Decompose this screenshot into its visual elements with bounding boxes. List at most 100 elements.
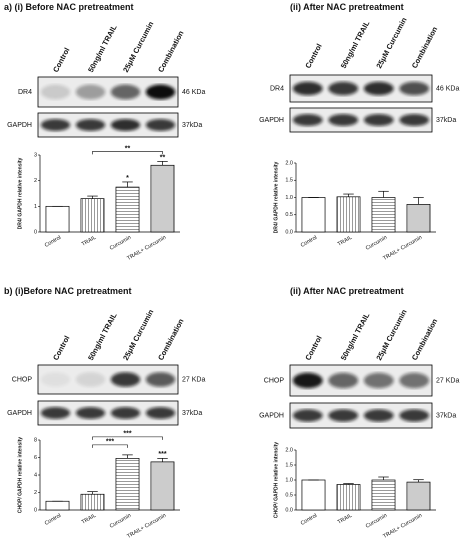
y-tick-label: 4 — [34, 472, 37, 478]
significance-bracket — [92, 436, 163, 440]
significance: ** — [160, 154, 166, 161]
blot-band — [110, 372, 141, 387]
significance-bracket — [92, 151, 163, 155]
blot-band — [328, 372, 359, 389]
significance: * — [126, 175, 129, 182]
blot-band — [399, 114, 430, 126]
y-axis-label: CHOP/ GAPDH relative intensity — [17, 437, 23, 513]
blot-label: CHOP — [264, 377, 285, 384]
x-tick-label: TRAIL — [81, 513, 98, 526]
lane-label: Control — [51, 334, 71, 362]
blot-band — [292, 81, 323, 96]
y-tick-label: 6 — [34, 455, 37, 461]
bar — [301, 197, 326, 233]
blot-band — [75, 84, 106, 100]
blot-band — [75, 372, 106, 387]
blot-band — [363, 81, 394, 96]
y-tick-label: 0.5 — [285, 492, 293, 498]
blot-band — [292, 372, 323, 389]
lane-label: 25μM Curcumin — [121, 308, 156, 362]
blot-band — [292, 409, 323, 422]
x-tick-label: Curcumin — [365, 513, 388, 530]
blot-band — [363, 372, 394, 389]
significance: *** — [158, 451, 166, 458]
bar — [80, 493, 105, 511]
panel-title: (ii) After NAC pretreatment — [290, 2, 404, 12]
bar — [406, 204, 431, 233]
y-tick-label: 0.0 — [285, 229, 293, 235]
blot-band — [110, 84, 141, 100]
y-tick-label: 3 — [34, 152, 37, 158]
lane-label: 50ng/ml TRAIL — [339, 19, 372, 70]
blot-label: CHOP — [12, 376, 33, 383]
blot-band — [40, 407, 71, 419]
x-tick-label: TRAIL+ Curcumin — [126, 235, 167, 262]
x-tick-label: TRAIL — [337, 235, 354, 248]
panel-title: b) (i)Before NAC pretreatment — [4, 286, 132, 296]
blot-band — [40, 372, 71, 387]
blot-label: GAPDH — [7, 410, 32, 417]
blot-band — [145, 407, 176, 419]
y-tick-label: 1.0 — [285, 195, 293, 201]
lane-label: 25μM Curcumin — [374, 16, 409, 70]
bar — [150, 461, 175, 511]
x-tick-label: Curcumin — [109, 235, 132, 252]
significance-bracket — [92, 444, 128, 448]
blot-band — [75, 119, 106, 131]
blot-band — [145, 372, 176, 387]
lane-label: Control — [303, 334, 323, 362]
x-tick-label: Control — [44, 235, 62, 249]
y-axis-label: DR4/ GAPDH relative intensity — [17, 157, 23, 229]
y-tick-label: 0.0 — [285, 507, 293, 513]
blot-label: DR4 — [270, 85, 284, 92]
x-tick-label: Control — [300, 513, 318, 527]
x-tick-label: TRAIL+ Curcumin — [126, 513, 167, 540]
blot-label: GAPDH — [7, 122, 32, 129]
x-tick-label: Curcumin — [109, 513, 132, 530]
blot-size: 37kDa — [436, 117, 456, 124]
x-tick-label: Control — [300, 235, 318, 249]
lane-label: 50ng/ml TRAIL — [86, 23, 119, 74]
bar — [45, 500, 70, 511]
blot-band — [363, 114, 394, 126]
x-tick-label: TRAIL — [81, 235, 98, 248]
lane-label: 50ng/ml TRAIL — [339, 311, 372, 362]
x-tick-label: Curcumin — [365, 235, 388, 252]
blot-band — [328, 81, 359, 96]
y-axis-label: DR4/ GAPDH relative intensity — [273, 161, 279, 233]
blot-band — [399, 81, 430, 96]
y-tick-label: 0 — [34, 507, 37, 513]
blot-band — [145, 119, 176, 131]
blot-band — [363, 409, 394, 422]
bar — [301, 479, 326, 511]
y-tick-label: 1.0 — [285, 477, 293, 483]
blot-band — [399, 372, 430, 389]
lane-label: Combination — [156, 317, 186, 362]
blot-label: GAPDH — [259, 117, 284, 124]
y-tick-label: 2 — [34, 490, 37, 496]
blot-size: 46 KDa — [182, 89, 205, 96]
lane-label: Control — [303, 42, 323, 70]
bar — [115, 458, 140, 511]
blot-size: 37kDa — [182, 410, 202, 417]
blot-band — [75, 407, 106, 419]
y-tick-label: 0 — [34, 229, 37, 235]
blot-band — [110, 119, 141, 131]
bar — [336, 196, 361, 233]
blot-band — [328, 114, 359, 126]
panel-title: (ii) After NAC pretreatment — [290, 286, 404, 296]
panel-title: a) (i) Before NAC pretreatment — [4, 2, 134, 12]
bar — [45, 205, 70, 233]
blot-size: 27 KDa — [182, 376, 205, 383]
lane-label: Combination — [410, 317, 440, 362]
bar — [336, 484, 361, 511]
y-tick-label: 2 — [34, 178, 37, 184]
blot-band — [40, 84, 71, 100]
blot-size: 27 KDa — [436, 377, 459, 384]
blot-label: GAPDH — [259, 412, 284, 419]
blot-label: DR4 — [18, 89, 32, 96]
y-axis-label: CHOP/ GAPDH relative intensity — [273, 442, 279, 518]
bar — [150, 164, 175, 233]
x-tick-label: TRAIL+ Curcumin — [382, 513, 423, 540]
